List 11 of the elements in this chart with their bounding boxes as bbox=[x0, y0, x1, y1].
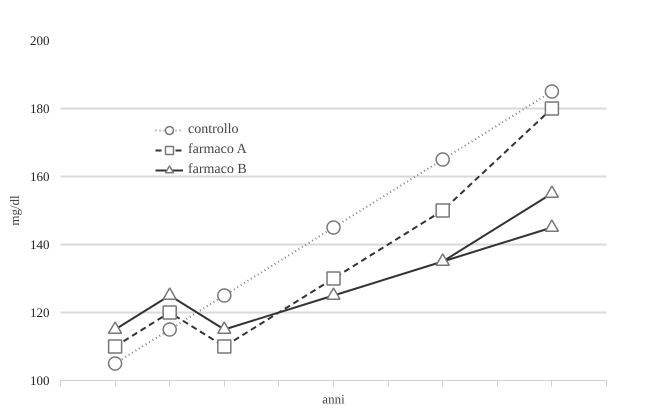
legend-label: controllo bbox=[188, 122, 239, 138]
y-tick-label: 160 bbox=[30, 169, 50, 184]
y-tick-label: 120 bbox=[30, 305, 50, 320]
y-axis-title: mg/dl bbox=[7, 194, 22, 226]
y-tick-label: 180 bbox=[30, 101, 50, 116]
legend-label: farmaco B bbox=[188, 162, 247, 178]
y-tick-label: 100 bbox=[30, 373, 50, 388]
y-tick-label: 140 bbox=[30, 237, 50, 252]
legend-label: farmaco A bbox=[188, 142, 247, 158]
y-tick-label: 200 bbox=[30, 33, 50, 48]
x-axis-title: anni bbox=[322, 392, 346, 406]
